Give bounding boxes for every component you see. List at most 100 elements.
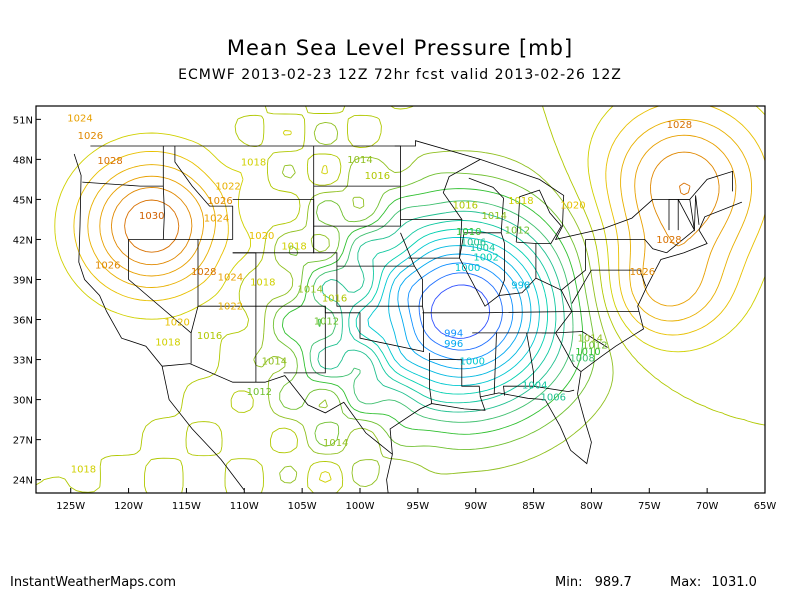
lon-tick-label: 75W [638,501,661,512]
state-lines-va-wv-md [571,269,647,304]
isobar-label: 1012 [582,340,607,351]
state-lines-nc-sc [555,331,608,348]
isobar-label: 1026 [78,131,103,142]
isobar-1008 [309,200,574,423]
isobar-labels: 1024 1026 1028 1030 1026 1028 1026 1024 1022 1018… [67,114,692,476]
us-canada-border [90,140,733,240]
state-lines-mi [515,189,562,244]
gulf-coastline [389,392,592,465]
lon-tick-label: 85W [522,501,545,512]
isobar-label: 1006 [541,392,566,403]
state-lines-pa-ny [585,239,667,254]
state-lines-il [459,232,505,307]
state-lines-ga-fl [533,385,575,393]
isobar-label: 1018 [241,158,266,169]
state-lines-ga-sc [555,332,582,372]
isobar-label: 994 [444,328,463,339]
isobar-1020 [73,106,765,336]
isobar-label: 1008 [569,354,594,365]
mexico-gulf-coast [386,454,393,493]
lat-tick-label: 33N [13,356,33,367]
isobar-1022 [87,119,753,322]
isobar-label: 998 [511,280,530,291]
map-title: Mean Sea Level Pressure [mb] [226,36,574,60]
state-lines-ia-mo [408,219,463,259]
lon-tick-label: 105W [288,501,317,512]
state-lines-or-wa [82,181,164,187]
isobar-1024 [99,134,737,307]
isobar-1014 [253,121,614,487]
state-lines-new-england [677,195,700,232]
us-mexico-border [162,363,393,455]
state-lines-nc-va [541,311,639,334]
state-boundaries [73,140,743,493]
lon-tick-label: 115W [172,501,201,512]
isobar-label: 1020 [164,318,189,329]
isobar-1004 [348,220,557,404]
isobar-1012 [272,172,596,451]
map-frame [35,105,766,494]
isobar-label: 1020 [560,200,585,211]
lon-tick-label: 65W [754,501,777,512]
state-lines-mn-ia [400,159,481,220]
isobar-1006 [317,210,565,413]
pacific-coastline [73,153,245,491]
lon-tick-label: 95W [407,501,430,512]
isobar-label: 1014 [347,155,372,166]
isobar-label: 1024 [67,114,92,125]
isobar-1026 [110,151,720,266]
lon-tick-label: 100W [346,501,375,512]
state-lines-oh-pa [561,239,586,291]
lon-tick-label: 90W [464,501,487,512]
isobar-label: 1028 [667,120,692,131]
lat-tick-label: 45N [13,195,33,206]
state-lines-west [128,146,192,364]
min-value: 989.7 [594,575,632,590]
isobar-label: 1014 [578,334,603,345]
state-lines-ky-tn [481,277,573,314]
isobar-label: 1026 [630,267,655,278]
state-lines-tx-la [429,352,433,404]
isobar-label: 1026 [207,196,232,207]
isobar-label: 1028 [191,267,216,278]
lon-tick-label: 125W [56,501,85,512]
atlantic-coastline [577,201,743,395]
isobar-label: 1000 [455,263,480,274]
isobar-label: 1018 [71,464,96,475]
max-label: Max: [670,575,702,590]
isobar-label: 1016 [365,171,390,182]
isobar-label: 1018 [155,338,180,349]
isobar-1010 [281,188,584,435]
isobar-label: 1024 [218,272,243,283]
isobar-label: 1012 [314,316,339,327]
isobar-1002 [355,228,549,395]
lon-tick-label: 70W [696,501,719,512]
isobar-label: 1018 [250,278,275,289]
isobar-label: 1014 [482,211,507,222]
isobar-label: 1004 [470,243,495,254]
isobar-label: 1014 [323,438,348,449]
isobar-1018 [54,106,765,483]
isobar-label: 1002 [473,252,498,263]
isobar-label: 1024 [204,214,229,225]
isobar-998 [388,245,532,378]
state-lines-ks-ok [336,265,423,307]
isobar-label: 1004 [522,380,547,391]
isobar-label: 1018 [281,242,306,253]
state-lines-co-nm [255,305,326,374]
isobar-label: 1022 [218,302,243,313]
isobar-label: 1022 [215,182,240,193]
isobar-label: 1010 [575,347,600,358]
lat-tick-label: 30N [13,396,33,407]
isobar-1016 [36,106,765,493]
state-lines-id-mt [163,146,234,240]
lat-tick-label: 24N [13,476,33,487]
lat-tick-label: 39N [13,275,33,286]
isobar-label: 1014 [262,356,287,367]
isobar-label: 1030 [139,211,164,222]
isobar-label: 1026 [95,260,120,271]
isobar-label: 1010 [456,227,481,238]
isobar-label: 1000 [460,356,485,367]
isobar-label: 1018 [508,196,533,207]
